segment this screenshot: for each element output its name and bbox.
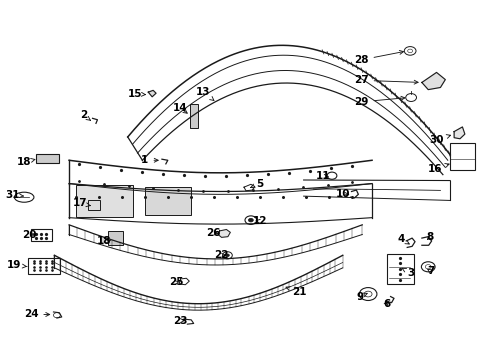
Text: 9: 9: [356, 292, 367, 302]
Text: 7: 7: [427, 266, 434, 276]
Text: 25: 25: [170, 277, 184, 287]
Text: 14: 14: [173, 103, 188, 113]
Text: 30: 30: [429, 135, 450, 145]
Bar: [108, 231, 123, 245]
Bar: [88, 200, 100, 211]
Text: 12: 12: [252, 216, 267, 226]
Text: 13: 13: [196, 87, 214, 100]
Text: 24: 24: [24, 310, 49, 319]
Text: 15: 15: [128, 89, 146, 99]
Bar: [145, 187, 191, 215]
Circle shape: [225, 254, 229, 257]
Text: 6: 6: [383, 299, 391, 309]
Bar: [76, 185, 133, 217]
Bar: [36, 154, 59, 163]
Text: 8: 8: [426, 232, 433, 242]
Bar: [387, 253, 414, 284]
Text: 17: 17: [73, 198, 90, 208]
Text: 23: 23: [173, 316, 188, 325]
Bar: [31, 229, 51, 241]
Text: 3: 3: [402, 268, 415, 278]
Text: 18: 18: [17, 157, 35, 167]
Text: 28: 28: [354, 50, 403, 65]
Text: 2: 2: [80, 111, 91, 121]
Text: 5: 5: [250, 179, 263, 189]
Text: 18: 18: [97, 236, 112, 246]
Polygon shape: [218, 229, 230, 237]
Text: 4: 4: [398, 234, 409, 244]
Text: 20: 20: [22, 230, 36, 239]
Bar: [450, 143, 475, 170]
Text: 29: 29: [354, 96, 405, 107]
Text: 1: 1: [141, 155, 158, 165]
Text: 26: 26: [206, 228, 220, 238]
Bar: [28, 258, 60, 274]
Text: 21: 21: [286, 287, 307, 297]
Bar: [190, 104, 198, 128]
Circle shape: [248, 219, 253, 222]
Text: 31: 31: [6, 190, 24, 200]
Text: 19: 19: [7, 260, 27, 270]
Polygon shape: [148, 90, 156, 97]
Text: 10: 10: [336, 189, 350, 199]
Text: 22: 22: [214, 250, 229, 260]
Text: 16: 16: [427, 163, 449, 174]
Text: 27: 27: [354, 75, 418, 85]
Polygon shape: [454, 127, 465, 139]
Text: 11: 11: [316, 171, 330, 181]
Polygon shape: [422, 72, 445, 90]
